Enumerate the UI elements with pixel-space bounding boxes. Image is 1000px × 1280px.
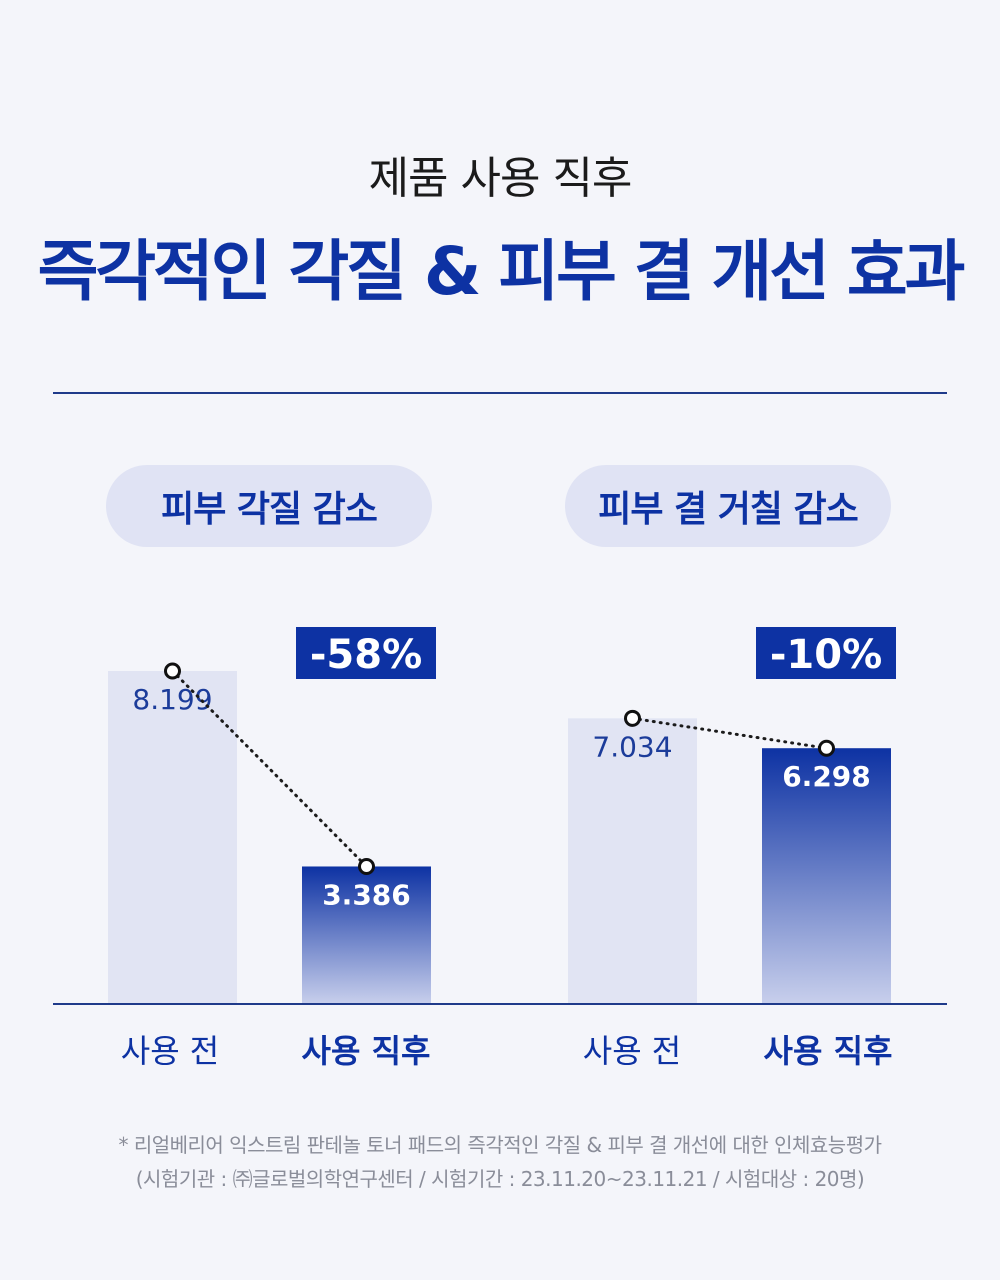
chart-2-marker-1	[624, 709, 641, 727]
chart-1-title-pill: 피부 각질 감소	[106, 465, 432, 547]
page-title: 즉각적인 각질 & 피부 결 개선 효과	[37, 233, 966, 310]
footnote: * 리얼베리어 익스트림 판테놀 토너 패드의 즉각적인 각질 & 피부 결 개…	[0, 1128, 1000, 1196]
chart-2-bar-before	[568, 718, 697, 1004]
chart-2-value-label-1: 7.034	[592, 730, 672, 763]
chart-1-bar-after	[302, 866, 431, 1004]
chart-2-bar-after	[762, 748, 891, 1004]
chart-1-bar-before	[108, 671, 237, 1004]
footnote-line-1: * 리얼베리어 익스트림 판테놀 토너 패드의 즉각적인 각질 & 피부 결 개…	[118, 1133, 882, 1157]
chart-2-category-label-2: 사용 직후	[764, 1032, 893, 1070]
chart-2-title-pill: 피부 결 거칠 감소	[565, 465, 891, 547]
footnote-line-2: (시험기관 : ㈜글로벌의학연구센터 / 시험기간 : 23.11.20~23.…	[135, 1167, 865, 1191]
chart-1-change-label: -58%	[310, 632, 422, 678]
chart-1-value-label-2: 3.386	[322, 878, 411, 911]
chart-2-connector-line	[631, 716, 828, 750]
chart-2-category-label-1: 사용 전	[583, 1032, 682, 1070]
chart-1-connector-line	[171, 669, 368, 868]
top-divider	[53, 392, 947, 394]
bar-charts: 8.199 사용 전 3.386 사용 직후 -58% 7.034 사용 전 6.298 사용 …	[53, 627, 947, 1070]
chart-1-change-badge	[296, 627, 436, 679]
chart-1-marker-2	[358, 857, 375, 875]
subtitle: 제품 사용 직후	[368, 153, 633, 204]
chart-2-change-badge	[756, 627, 896, 679]
chart-2-change-label: -10%	[770, 632, 882, 678]
chart-2-value-label-2: 6.298	[782, 760, 871, 793]
chart-1-marker-1	[164, 662, 181, 680]
chart-1-category-label-1: 사용 전	[121, 1032, 220, 1070]
chart-2-marker-2	[818, 739, 835, 757]
chart-1-value-label-1: 8.199	[132, 683, 212, 716]
chart-1-category-label-2: 사용 직후	[302, 1032, 431, 1070]
